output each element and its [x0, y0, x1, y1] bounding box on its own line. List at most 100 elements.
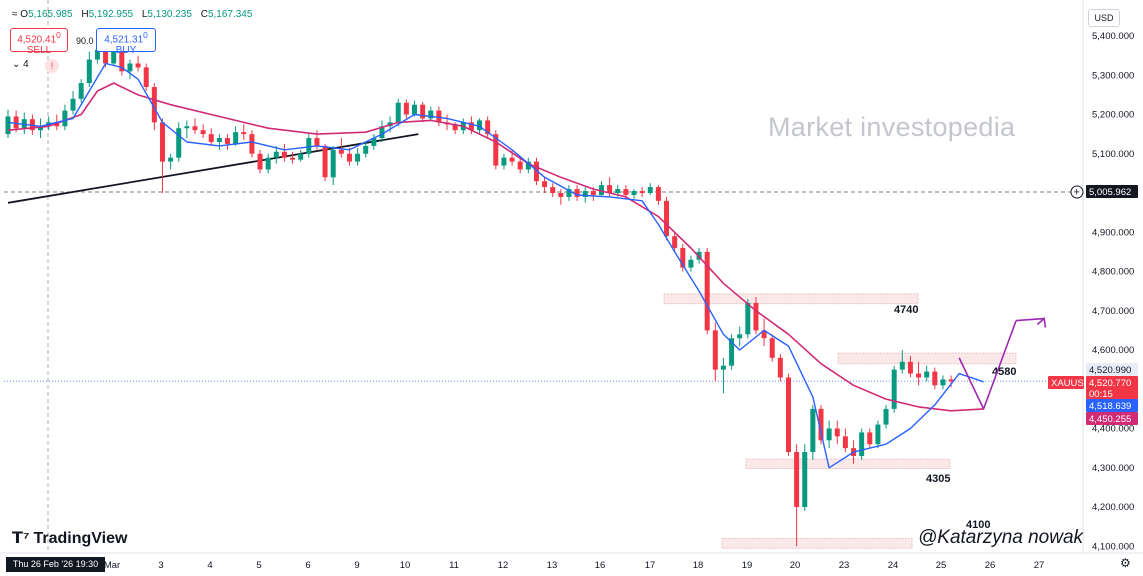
candle-body [867, 432, 873, 445]
ma-slow-price-label-bg [1086, 412, 1138, 425]
candle-body [119, 51, 125, 72]
candle-body [924, 371, 930, 378]
time-tick-label: 9 [354, 560, 359, 571]
sell-price: 4,520.41 [17, 34, 57, 46]
buy-label: BUY [115, 45, 137, 57]
candle-body [184, 126, 190, 129]
tv-logo-icon: 𝗧⁷ [12, 530, 30, 547]
time-tick-label: 20 [790, 560, 801, 571]
candle-body [200, 130, 206, 135]
logo-text: TradingView [33, 530, 128, 547]
candle-body [875, 424, 881, 445]
candle-body [241, 132, 247, 135]
candle-body [639, 191, 645, 193]
candle-body [745, 302, 751, 335]
time-tick-label: 4 [207, 560, 212, 571]
price-tick-label: 5,100.000 [1092, 149, 1134, 160]
level-price-label-bg [1086, 363, 1138, 376]
price-tick-label: 4,300.000 [1092, 463, 1134, 474]
crosshair-plus-icon [1070, 185, 1084, 199]
candle-body [281, 151, 287, 158]
candle-body [672, 236, 678, 248]
price-tick-label: 5,300.000 [1092, 70, 1134, 81]
candle-body [265, 157, 271, 170]
candle-body [363, 145, 369, 154]
time-tick-label: 5 [256, 560, 261, 571]
current-price-label-bg [1086, 376, 1138, 389]
tradingview-logo[interactable]: 𝗧⁷ TradingView [12, 528, 127, 548]
buy-price-sup: 0 [143, 30, 148, 40]
buy-price: 4,521.31 [104, 34, 144, 46]
candle-body [631, 191, 637, 195]
candle-body [54, 122, 60, 127]
zone-label: 4740 [894, 304, 918, 316]
candle-body [338, 149, 344, 154]
candle-body [127, 63, 133, 72]
price-tick-label: 5,400.000 [1092, 31, 1134, 42]
currency-selector[interactable]: USD [1088, 9, 1120, 27]
quantity-toggle[interactable]: ⌄ 4 [12, 59, 29, 70]
ma-fast-line [7, 62, 984, 469]
candle-body [566, 189, 572, 197]
candle-body [216, 138, 222, 142]
zone-box [837, 352, 1017, 365]
candle-body [86, 59, 92, 84]
candle-body [802, 452, 808, 507]
candle-body [899, 361, 905, 370]
candle-body [322, 145, 328, 178]
close-value: 5,167.345 [207, 9, 253, 20]
low-value: 5,130.235 [147, 9, 192, 20]
quantity-value: 4 [23, 59, 29, 70]
candle-body [582, 191, 588, 197]
support-trendline [7, 133, 419, 204]
candle-body [712, 330, 718, 370]
candle-body [948, 379, 954, 382]
buy-button[interactable]: 4,521.310 BUY [96, 28, 156, 56]
zone-box [745, 458, 951, 470]
candle-body [477, 120, 483, 131]
candle-body [615, 189, 621, 193]
candle-body [664, 200, 670, 237]
time-tick-label: 18 [693, 560, 704, 571]
low-label: L [141, 9, 148, 20]
candle-body [769, 338, 775, 358]
countdown-label: 00:15 [1089, 389, 1113, 400]
candle-body [330, 149, 336, 178]
price-tick-label: 5,200.000 [1092, 110, 1134, 121]
sell-button[interactable]: 4,520.410 SELL [10, 28, 68, 56]
candle-body [525, 161, 531, 170]
symbol-tag: XAUUSD [1051, 378, 1091, 389]
alert-icon[interactable]: ! [45, 59, 59, 73]
open-label: O [20, 9, 29, 20]
candle-body [78, 83, 84, 99]
time-tick-label: 6 [305, 560, 310, 571]
zone-label: 4100 [966, 519, 990, 531]
price-tick-label: 4,400.000 [1092, 424, 1134, 435]
candle-body [5, 116, 11, 135]
candle-body [704, 251, 710, 331]
candle-body [842, 436, 848, 449]
candle-body [688, 259, 694, 268]
candle-body [720, 365, 726, 370]
crosshair-date-label: Thu 26 Feb '26 19:30 [6, 557, 105, 572]
zone-box [663, 293, 919, 305]
candle-body [208, 134, 214, 142]
spread-value: 90.0 [76, 36, 94, 46]
candle-body [306, 138, 312, 154]
level-price-label: 4,520.990 [1089, 365, 1131, 376]
candle-body [891, 369, 897, 409]
candle-body [38, 126, 44, 131]
candle-body [151, 87, 157, 123]
gear-icon[interactable]: ⚙ [1120, 556, 1131, 570]
watermark-text: Market investopedia [768, 112, 1016, 142]
countdown-label-bg [1086, 387, 1138, 400]
candle-body [412, 104, 417, 115]
candle-body [916, 373, 922, 378]
crosshair-price-label: 5,005.962 [1089, 187, 1131, 198]
candle-body [509, 157, 515, 162]
candle-body [395, 102, 401, 123]
candle-body [794, 452, 800, 507]
candle-body [753, 302, 759, 331]
